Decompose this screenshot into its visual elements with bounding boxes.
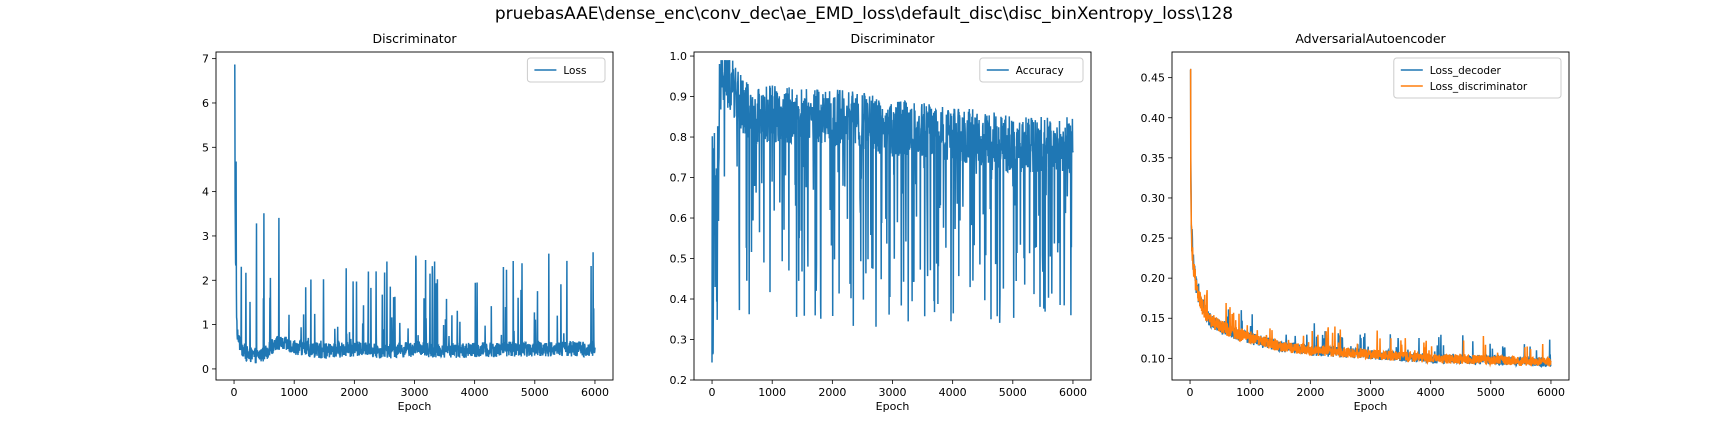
y-tick-label: 0.9 [670,91,688,104]
x-tick-label: 2000 [340,386,368,399]
y-tick-label: 0.20 [1141,272,1166,285]
legend: Loss [526,57,606,83]
x-tick-label: 1000 [1236,386,1264,399]
y-tick-label: 0.25 [1141,232,1166,245]
y-tick-label: 2 [202,274,209,287]
series-line-accuracy [711,59,1074,363]
figure-suptitle: pruebasAAE\dense_enc\conv_dec\ae_EMD_los… [494,4,1234,24]
x-tick-label: 2000 [1296,386,1324,399]
x-axis-label: Epoch [398,400,432,413]
x-tick-label: 6000 [1537,386,1565,399]
x-tick-label: 4000 [461,386,489,399]
x-axis-label: Epoch [1354,400,1388,413]
series-line-loss [234,64,596,364]
legend-label: Loss [563,65,586,77]
x-tick-label: 5000 [1477,386,1505,399]
y-tick-label: 0.8 [670,131,688,144]
y-tick-label: 3 [202,230,209,243]
series-line-loss-discriminator [1189,68,1552,368]
chart-title: AdversarialAutoencoder [1295,31,1446,46]
x-tick-label: 0 [709,386,716,399]
x-tick-label: 1000 [758,386,786,399]
y-tick-label: 0.35 [1141,152,1166,165]
y-tick-label: 0.6 [670,212,688,225]
chart-panel-discriminator-accuracy: 0 1000 2000 3000 4000 5000 6000 0.2 0.3 0.4 0.5 0.6… [670,31,1092,413]
y-tick-label: 0.30 [1141,192,1166,205]
y-tick-label: 0.4 [670,293,688,306]
x-tick-label: 6000 [581,386,609,399]
x-tick-label: 3000 [879,386,907,399]
x-tick-label: 5000 [999,386,1027,399]
y-tick-label: 0 [202,363,209,376]
chart-panel-adversarial-autoencoder: 0 1000 2000 3000 4000 5000 6000 0.10 0.15 0.20 0.2… [1141,31,1570,413]
legend: Loss_decoder Loss_discriminator [1393,57,1562,99]
series-line-loss-decoder [1189,68,1552,368]
y-tick-label: 0.40 [1141,112,1166,125]
x-tick-label: 3000 [1357,386,1385,399]
legend: Accuracy [979,57,1084,83]
legend-label: Accuracy [1016,65,1064,77]
x-tick-label: 0 [231,386,238,399]
y-tick-label: 4 [202,186,209,199]
x-tick-label: 6000 [1059,386,1087,399]
x-tick-label: 1000 [280,386,308,399]
chart-panel-discriminator-loss: 0 1000 2000 3000 4000 5000 6000 0 1 2 3 4 5 6 7 Discrim… [202,31,614,413]
x-tick-label: 0 [1187,386,1194,399]
y-tick-label: 0.5 [670,253,688,266]
y-tick-label: 0.10 [1141,352,1166,365]
legend-label: Loss_decoder [1430,65,1502,77]
y-tick-label: 5 [202,141,209,154]
y-tick-label: 1.0 [670,50,688,63]
legend-box [526,57,606,83]
y-tick-label: 0.2 [670,374,688,387]
y-tick-label: 0.45 [1141,72,1166,85]
chart-title: Discriminator [850,31,935,46]
legend-box [1393,57,1562,99]
legend-label: Loss_discriminator [1430,81,1528,93]
chart-title: Discriminator [372,31,457,46]
y-tick-label: 6 [202,97,209,110]
y-tick-label: 1 [202,319,209,332]
y-tick-label: 7 [202,53,209,66]
x-axis-label: Epoch [876,400,910,413]
y-tick-label: 0.3 [670,334,688,347]
x-tick-label: 5000 [521,386,549,399]
x-tick-label: 4000 [1417,386,1445,399]
x-tick-label: 2000 [818,386,846,399]
x-tick-label: 4000 [939,386,967,399]
y-tick-label: 0.7 [670,172,688,185]
y-tick-label: 0.15 [1141,312,1166,325]
legend-box [979,57,1084,83]
axes-frame [215,51,614,381]
x-tick-label: 3000 [401,386,429,399]
